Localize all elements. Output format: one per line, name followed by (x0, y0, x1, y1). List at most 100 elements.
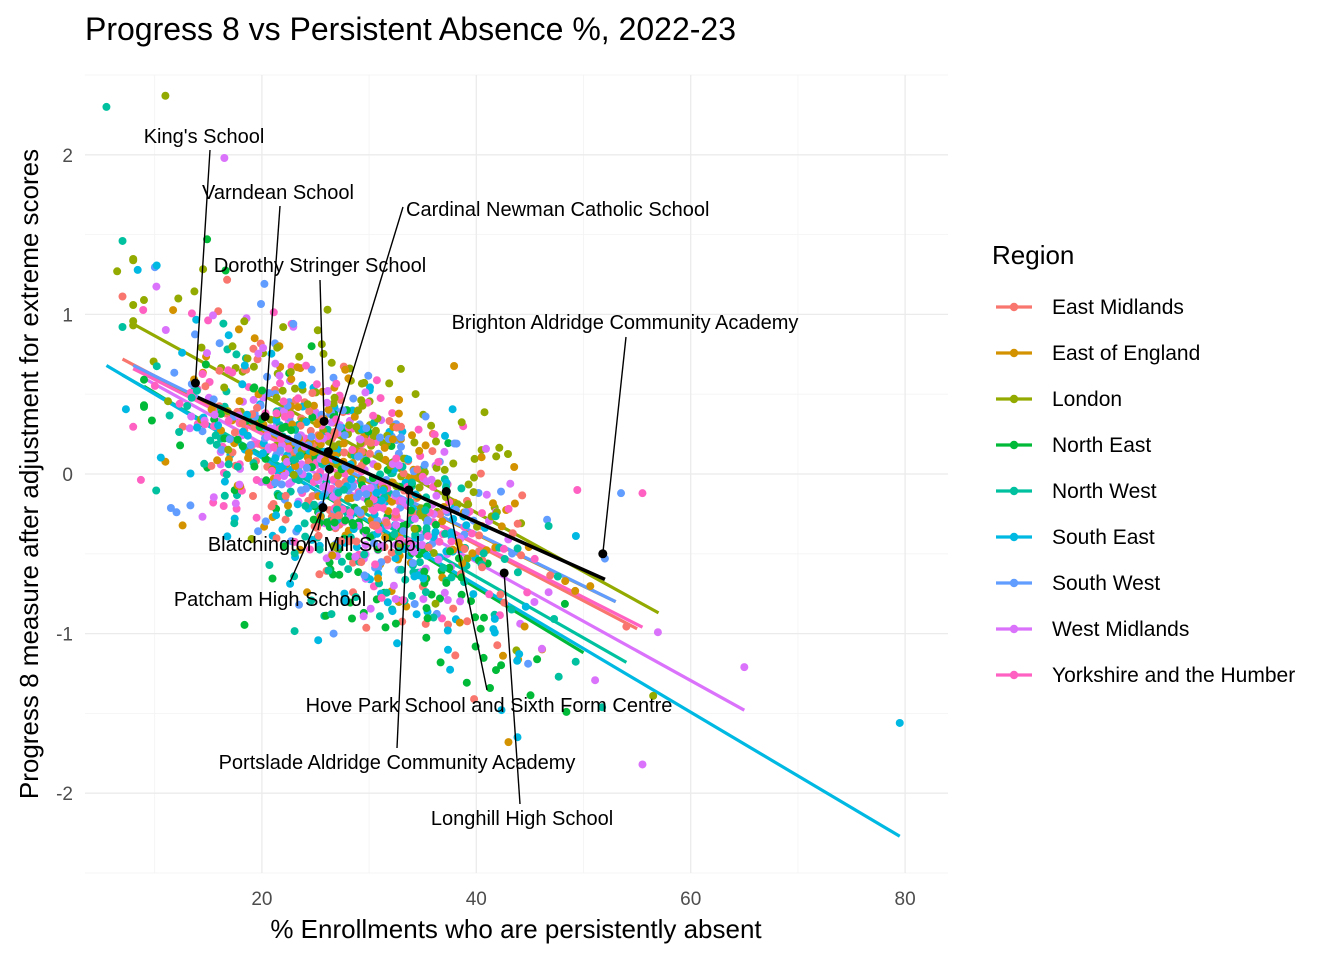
data-point (598, 703, 607, 712)
data-point (391, 554, 400, 563)
data-point (271, 359, 280, 368)
data-point (340, 448, 349, 457)
data-point (329, 399, 338, 408)
data-point (394, 409, 403, 418)
data-point (448, 405, 457, 414)
data-point (533, 655, 542, 664)
data-point (469, 590, 478, 599)
data-point (394, 547, 403, 556)
data-point (230, 428, 239, 437)
annotation-leader-line (602, 336, 627, 554)
data-point (385, 417, 394, 425)
data-point (129, 301, 138, 309)
data-point (429, 549, 438, 557)
data-point (232, 350, 241, 359)
data-point (517, 551, 525, 560)
data-point (421, 506, 430, 515)
data-point (436, 510, 445, 519)
data-point (201, 382, 210, 391)
data-point (411, 390, 420, 399)
data-point (178, 348, 187, 357)
data-point (388, 607, 397, 616)
data-point (312, 472, 321, 481)
data-point (222, 470, 231, 479)
data-point (152, 362, 161, 371)
data-point (415, 483, 424, 492)
data-point (499, 651, 507, 660)
data-point (321, 457, 330, 465)
data-point (278, 525, 287, 534)
data-point (523, 588, 532, 597)
legend-label: East Midlands (1052, 296, 1184, 319)
data-point (396, 433, 405, 442)
data-point (186, 501, 195, 510)
data-point (513, 544, 522, 553)
data-point (198, 370, 207, 378)
data-point (315, 431, 324, 440)
data-point (276, 446, 285, 455)
data-point (293, 363, 302, 372)
data-point (272, 409, 281, 418)
data-point (381, 533, 390, 542)
data-point (455, 618, 464, 627)
annotated-point (404, 485, 414, 495)
data-point (492, 452, 501, 461)
data-point (339, 439, 348, 448)
data-point (349, 558, 357, 567)
data-point (263, 372, 272, 381)
data-point (140, 401, 148, 410)
data-point (381, 623, 390, 632)
data-point (281, 491, 290, 500)
data-point (485, 590, 494, 599)
data-point (373, 462, 382, 471)
highlight-trend-line (196, 395, 606, 581)
data-point (497, 487, 505, 496)
data-point (175, 399, 184, 408)
data-point (617, 489, 626, 498)
x-tick-label: 60 (680, 889, 701, 910)
data-point (429, 613, 438, 622)
y-tick-label: 0 (62, 465, 73, 486)
annotation-leader-line (396, 489, 410, 749)
data-point (562, 707, 571, 716)
data-point (233, 462, 242, 471)
data-point (497, 661, 506, 670)
data-point (166, 504, 175, 512)
data-point (152, 282, 161, 291)
data-point (176, 441, 185, 450)
data-point (240, 317, 249, 326)
data-point (374, 574, 382, 583)
data-point (359, 612, 368, 621)
data-point (439, 563, 448, 572)
legend-key-dot (1009, 486, 1019, 496)
data-point (344, 565, 353, 574)
data-point (286, 579, 295, 588)
annotation-leader-line (327, 206, 404, 452)
data-point (410, 524, 419, 533)
data-point (276, 379, 284, 388)
data-point (329, 629, 338, 638)
data-point (486, 684, 494, 692)
data-point (165, 411, 174, 420)
data-point (310, 500, 319, 509)
data-point (530, 598, 539, 606)
legend-label: South East (1052, 526, 1155, 549)
legend-label: West Midlands (1052, 618, 1189, 641)
data-point (315, 570, 324, 579)
data-point (362, 490, 371, 499)
y-tick-label: 2 (62, 146, 73, 167)
data-point (223, 532, 232, 541)
data-point (355, 489, 364, 498)
data-point (193, 423, 202, 432)
data-point (169, 306, 178, 315)
annotation-leader-line (194, 149, 211, 384)
annotation-label: Patcham High School (174, 589, 366, 611)
data-point (389, 581, 398, 590)
data-point (537, 644, 546, 653)
data-point (431, 599, 440, 608)
data-point (265, 561, 274, 569)
data-point (445, 563, 454, 572)
data-point (220, 153, 229, 162)
data-point (323, 387, 332, 395)
annotation-leader-line (317, 469, 331, 531)
